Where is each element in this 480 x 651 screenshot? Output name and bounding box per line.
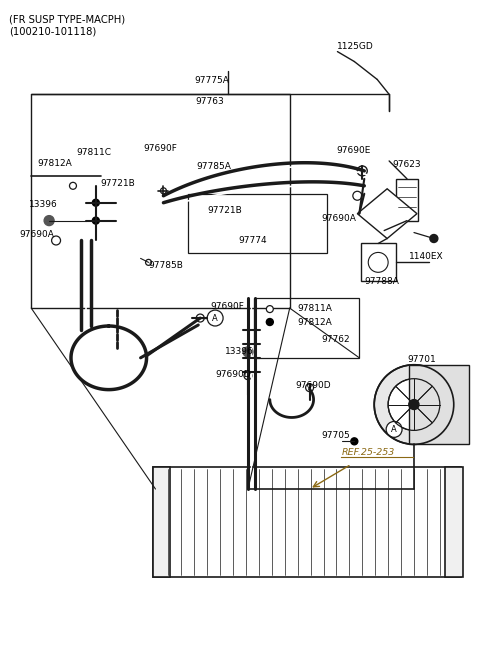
Circle shape [244, 372, 252, 380]
Text: 97690A: 97690A [19, 230, 54, 239]
Text: 97811A: 97811A [298, 303, 333, 312]
Circle shape [207, 310, 223, 326]
Text: 97705: 97705 [322, 431, 350, 440]
Text: (FR SUSP TYPE-MACPH): (FR SUSP TYPE-MACPH) [9, 15, 125, 25]
Text: 97690F: 97690F [144, 143, 178, 152]
Circle shape [145, 259, 152, 266]
Circle shape [353, 191, 362, 201]
Text: 97762: 97762 [322, 335, 350, 344]
Text: 97690A: 97690A [322, 214, 357, 223]
Circle shape [266, 305, 273, 312]
Text: REF.25-253: REF.25-253 [341, 448, 395, 457]
Text: 97690E: 97690E [336, 146, 371, 154]
Text: 97811C: 97811C [76, 148, 111, 156]
Circle shape [92, 199, 99, 206]
Circle shape [51, 236, 60, 245]
Text: 97763: 97763 [195, 97, 224, 106]
Circle shape [351, 438, 358, 445]
Text: 13396: 13396 [29, 201, 58, 209]
Polygon shape [409, 365, 468, 445]
Circle shape [409, 400, 419, 409]
Circle shape [374, 365, 454, 445]
Text: 97690F: 97690F [210, 301, 244, 311]
Circle shape [160, 187, 167, 194]
Circle shape [306, 383, 313, 392]
Text: 97623: 97623 [392, 160, 421, 169]
Text: A: A [212, 314, 218, 322]
Text: A: A [391, 425, 397, 434]
Text: 97721B: 97721B [101, 179, 135, 188]
Circle shape [196, 314, 204, 322]
Circle shape [92, 217, 99, 224]
Text: 1125GD: 1125GD [337, 42, 374, 51]
Text: 97774: 97774 [238, 236, 266, 245]
Circle shape [70, 182, 76, 189]
Polygon shape [357, 189, 417, 238]
Text: 97788A: 97788A [364, 277, 399, 286]
Text: 97785A: 97785A [196, 162, 231, 171]
Text: 97775A: 97775A [194, 76, 229, 85]
Circle shape [243, 347, 253, 357]
Text: 97690D: 97690D [215, 370, 251, 380]
Text: 97812A: 97812A [37, 159, 72, 169]
Text: 97721B: 97721B [207, 206, 242, 215]
Circle shape [388, 379, 440, 430]
Circle shape [368, 253, 388, 272]
Polygon shape [445, 467, 463, 577]
Polygon shape [153, 467, 170, 577]
Text: (100210-101118): (100210-101118) [9, 27, 96, 36]
Circle shape [44, 215, 54, 226]
Polygon shape [153, 467, 461, 577]
Text: 97785B: 97785B [148, 261, 183, 270]
Text: 1140EX: 1140EX [409, 252, 444, 261]
Circle shape [409, 400, 419, 409]
Circle shape [386, 421, 402, 437]
Text: 97812A: 97812A [298, 318, 333, 327]
Circle shape [266, 318, 273, 326]
Text: 13396: 13396 [225, 348, 254, 356]
Circle shape [430, 234, 438, 242]
Text: 97701: 97701 [407, 355, 436, 365]
Circle shape [357, 166, 367, 176]
Text: 97690D: 97690D [296, 381, 331, 390]
